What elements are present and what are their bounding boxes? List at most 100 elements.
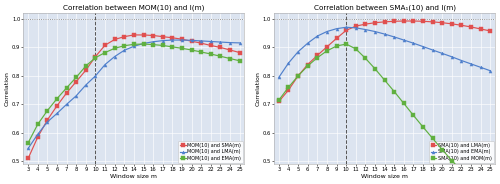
SMA(10) and MOM(m) <box>353 48 359 50</box>
MOM(10) and SMA(m) <box>122 36 128 38</box>
SMA(10) and LMA(m) <box>382 21 388 23</box>
MOM(10) and EMA(m) <box>160 44 166 47</box>
MOM(10) and SMA(m) <box>198 42 204 44</box>
MOM(10) and EMA(m) <box>198 51 204 53</box>
MOM(10) and EMA(m) <box>188 49 194 51</box>
SMA(10) and LMA(m) <box>295 75 301 77</box>
MOM(10) and LMA(m) <box>179 39 185 41</box>
SMA(10) and EMA(m) <box>382 33 388 35</box>
SMA(10) and LMA(m) <box>286 89 292 91</box>
MOM(10) and LMA(m) <box>140 42 146 45</box>
SMA(10) and LMA(m) <box>314 54 320 56</box>
MOM(10) and LMA(m) <box>188 39 194 41</box>
MOM(10) and LMA(m) <box>236 42 242 44</box>
X-axis label: Window size m: Window size m <box>110 174 158 179</box>
SMA(10) and EMA(m) <box>286 62 292 64</box>
MOM(10) and LMA(m) <box>44 121 51 123</box>
SMA(10) and LMA(m) <box>449 23 455 25</box>
MOM(10) and LMA(m) <box>112 55 117 58</box>
MOM(10) and EMA(m) <box>150 43 156 46</box>
MOM(10) and SMA(m) <box>208 44 214 47</box>
MOM(10) and EMA(m) <box>73 76 79 78</box>
X-axis label: Window size m: Window size m <box>361 174 408 179</box>
MOM(10) and SMA(m) <box>92 55 98 58</box>
MOM(10) and SMA(m) <box>54 105 60 107</box>
MOM(10) and EMA(m) <box>236 60 242 62</box>
MOM(10) and EMA(m) <box>208 53 214 55</box>
SMA(10) and LMA(m) <box>458 24 464 26</box>
MOM(10) and EMA(m) <box>92 56 98 59</box>
SMA(10) and LMA(m) <box>324 46 330 48</box>
SMA(10) and EMA(m) <box>430 49 436 51</box>
SMA(10) and EMA(m) <box>391 36 397 38</box>
MOM(10) and SMA(m) <box>44 119 51 121</box>
MOM(10) and EMA(m) <box>35 123 41 125</box>
SMA(10) and LMA(m) <box>362 23 368 25</box>
SMA(10) and MOM(m) <box>410 114 416 116</box>
SMA(10) and MOM(m) <box>304 65 310 67</box>
SMA(10) and LMA(m) <box>420 20 426 22</box>
MOM(10) and EMA(m) <box>218 55 224 57</box>
SMA(10) and EMA(m) <box>488 70 494 72</box>
MOM(10) and SMA(m) <box>112 38 117 41</box>
SMA(10) and LMA(m) <box>401 20 407 22</box>
SMA(10) and LMA(m) <box>488 30 494 32</box>
MOM(10) and LMA(m) <box>170 39 175 41</box>
MOM(10) and LMA(m) <box>131 45 137 47</box>
SMA(10) and EMA(m) <box>372 30 378 33</box>
SMA(10) and MOM(m) <box>362 57 368 59</box>
SMA(10) and EMA(m) <box>295 51 301 53</box>
MOM(10) and SMA(m) <box>179 38 185 40</box>
SMA(10) and MOM(m) <box>382 79 388 81</box>
SMA(10) and EMA(m) <box>314 35 320 37</box>
SMA(10) and EMA(m) <box>401 39 407 41</box>
SMA(10) and EMA(m) <box>458 59 464 62</box>
Line: SMA(10) and EMA(m): SMA(10) and EMA(m) <box>278 26 492 79</box>
SMA(10) and MOM(m) <box>449 160 455 162</box>
SMA(10) and LMA(m) <box>410 20 416 22</box>
MOM(10) and SMA(m) <box>188 40 194 42</box>
MOM(10) and LMA(m) <box>208 40 214 43</box>
SMA(10) and LMA(m) <box>430 21 436 23</box>
SMA(10) and EMA(m) <box>440 52 446 54</box>
SMA(10) and EMA(m) <box>343 26 349 28</box>
MOM(10) and SMA(m) <box>102 44 108 46</box>
SMA(10) and MOM(m) <box>468 179 474 182</box>
MOM(10) and SMA(m) <box>83 69 89 71</box>
SMA(10) and MOM(m) <box>372 68 378 70</box>
MOM(10) and EMA(m) <box>44 109 51 112</box>
MOM(10) and SMA(m) <box>73 80 79 83</box>
SMA(10) and MOM(m) <box>295 75 301 77</box>
MOM(10) and SMA(m) <box>131 34 137 36</box>
MOM(10) and EMA(m) <box>227 57 233 60</box>
SMA(10) and EMA(m) <box>410 42 416 44</box>
MOM(10) and SMA(m) <box>64 92 70 94</box>
MOM(10) and LMA(m) <box>64 103 70 105</box>
MOM(10) and SMA(m) <box>25 157 31 159</box>
MOM(10) and LMA(m) <box>227 42 233 44</box>
SMA(10) and MOM(m) <box>458 170 464 172</box>
Line: MOM(10) and EMA(m): MOM(10) and EMA(m) <box>26 43 241 144</box>
MOM(10) and EMA(m) <box>140 43 146 45</box>
MOM(10) and EMA(m) <box>83 65 89 67</box>
SMA(10) and LMA(m) <box>276 100 282 102</box>
Title: Correlation between SMA₁(10) and I(m): Correlation between SMA₁(10) and I(m) <box>314 5 456 11</box>
MOM(10) and LMA(m) <box>25 147 31 149</box>
MOM(10) and SMA(m) <box>35 136 41 138</box>
Line: MOM(10) and LMA(m): MOM(10) and LMA(m) <box>26 38 241 150</box>
SMA(10) and MOM(m) <box>324 50 330 52</box>
SMA(10) and MOM(m) <box>286 86 292 88</box>
SMA(10) and MOM(m) <box>420 126 426 128</box>
MOM(10) and LMA(m) <box>35 133 41 135</box>
MOM(10) and EMA(m) <box>64 87 70 89</box>
MOM(10) and LMA(m) <box>198 40 204 42</box>
MOM(10) and LMA(m) <box>218 41 224 43</box>
SMA(10) and MOM(m) <box>314 56 320 59</box>
MOM(10) and LMA(m) <box>92 75 98 77</box>
SMA(10) and LMA(m) <box>372 22 378 24</box>
Line: SMA(10) and LMA(m): SMA(10) and LMA(m) <box>278 20 492 103</box>
SMA(10) and MOM(m) <box>430 137 436 139</box>
MOM(10) and SMA(m) <box>170 37 175 39</box>
SMA(10) and MOM(m) <box>401 102 407 105</box>
SMA(10) and LMA(m) <box>334 37 340 39</box>
